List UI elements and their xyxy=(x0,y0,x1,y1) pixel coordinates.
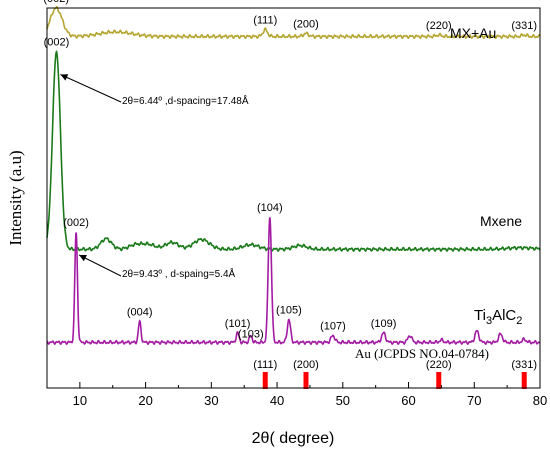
y-axis-title: Intensity (a.u) xyxy=(6,150,25,245)
peak-label-2-6: (107) xyxy=(320,321,346,333)
x-tick-label-20: 20 xyxy=(138,393,152,408)
series-line-2 xyxy=(46,217,541,346)
x-tick-label-60: 60 xyxy=(401,393,415,408)
x-tick-label-80: 80 xyxy=(533,393,547,408)
series-line-0 xyxy=(46,5,541,40)
series-label-mxau: MX+Au xyxy=(450,25,496,41)
peak-labels: (002) (111) (200) (220) (331) (002) (002) (004)… xyxy=(43,0,537,341)
peak-label-0-2: (200) xyxy=(293,18,319,30)
series-label-mxene: Mxene xyxy=(480,213,522,229)
peak-label-2-5: (105) xyxy=(276,305,302,317)
x-tick-label-40: 40 xyxy=(270,393,284,408)
peak-label-0-1: (111) xyxy=(253,15,277,27)
plot-lines xyxy=(46,5,541,346)
annotation-arrow-mxene-line xyxy=(60,74,122,103)
annotation-mxene: 2θ=6.44º ,d-spacing=17.48Å xyxy=(122,94,249,107)
peak-label-2-0: (002) xyxy=(63,217,89,229)
annotations: 2θ=6.44º ,d-spacing=17.48Å 2θ=9.43º , d-… xyxy=(60,74,249,280)
x-tick-label-30: 30 xyxy=(204,393,218,408)
peak-label-2-7: (109) xyxy=(371,318,397,330)
ref-bar-3 xyxy=(521,372,527,389)
x-axis: 10 20 30 40 50 60 70 80 xyxy=(46,382,547,408)
peak-label-2-4: (104) xyxy=(257,202,283,214)
peak-label-0-3: (220) xyxy=(426,20,452,32)
x-tick-label-70: 70 xyxy=(467,393,481,408)
x-axis-title: 2θ( degree) xyxy=(252,430,335,447)
ref-bar-2 xyxy=(436,372,442,389)
plot-frame xyxy=(46,7,541,389)
x-tick-label-50: 50 xyxy=(336,393,350,408)
ref-label-0: (111) xyxy=(253,359,277,371)
series-line-1 xyxy=(46,50,541,252)
annotation-ti: 2θ=9.43º , d-spaing=5.4Å xyxy=(122,267,236,280)
peak-label-2-1: (004) xyxy=(127,307,153,319)
ref-label-1: (200) xyxy=(293,359,319,371)
annotation-arrow-ti-head xyxy=(79,255,87,262)
annotation-arrow-ti-line xyxy=(78,254,122,277)
ref-label-2: (220) xyxy=(426,359,452,371)
x-tick-label-10: 10 xyxy=(73,393,87,408)
peak-label-2-2: (101) xyxy=(225,318,251,330)
peak-label-0-0: (002) xyxy=(43,0,69,5)
ref-bar-0 xyxy=(262,372,268,389)
annotation-arrow-mxene-head xyxy=(60,74,69,81)
ref-bar-1 xyxy=(303,372,309,389)
peak-label-1-0: (002) xyxy=(44,37,70,49)
ref-label-3: (331) xyxy=(511,359,537,371)
reference-label: Au (JCPDS NO.04-0784) xyxy=(355,346,489,361)
peak-label-0-4: (331) xyxy=(511,20,537,32)
reference-pattern: (111) (200) (220) (331) xyxy=(253,359,537,389)
series-label-ti3alc2: Ti3AlC2 xyxy=(474,307,522,327)
peak-label-2-3: (103) xyxy=(238,329,264,341)
